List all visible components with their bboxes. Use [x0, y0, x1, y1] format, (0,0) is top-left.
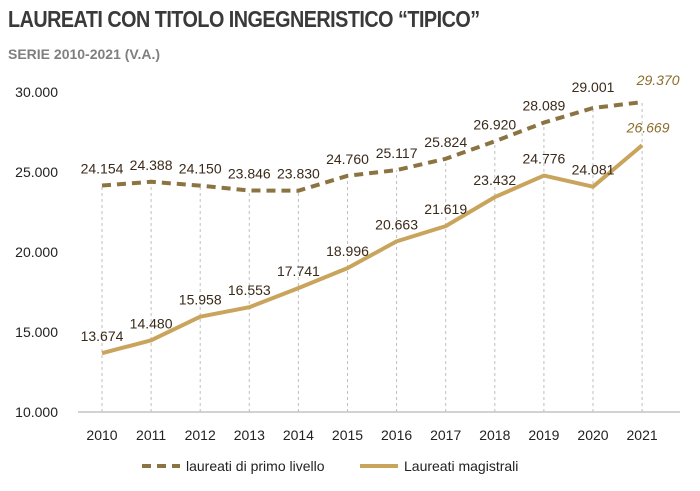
x-tick-label: 2020	[577, 427, 608, 443]
x-tick-label: 2015	[332, 427, 363, 443]
data-label-magistrali: 26.669	[626, 119, 670, 135]
data-label-primo-livello: 23.830	[277, 166, 320, 182]
chart-title: LAUREATI CON TITOLO INGEGNERISTICO “TIPI…	[8, 6, 480, 32]
x-tick-label: 2016	[381, 427, 412, 443]
y-tick-label: 30.000	[15, 84, 58, 100]
data-label-primo-livello: 24.154	[81, 161, 124, 177]
data-label-magistrali: 15.958	[179, 292, 222, 308]
chart-subtitle: SERIE 2010-2021 (V.A.)	[8, 46, 161, 62]
data-label-primo-livello: 26.920	[473, 116, 516, 132]
legend-label-primo-livello: laureati di primo livello	[186, 458, 325, 474]
data-label-magistrali: 16.553	[228, 282, 271, 298]
x-tick-label: 2019	[528, 427, 559, 443]
data-label-magistrali: 24.081	[572, 162, 615, 178]
data-label-primo-livello: 24.150	[179, 161, 222, 177]
data-label-magistrali: 14.480	[130, 315, 173, 331]
data-label-primo-livello: 25.824	[424, 134, 467, 150]
x-tick-label: 2011	[136, 427, 166, 443]
y-tick-label: 20.000	[15, 244, 58, 260]
data-label-primo-livello: 29.001	[572, 79, 615, 95]
y-tick-label: 25.000	[15, 164, 58, 180]
data-label-magistrali: 24.776	[522, 151, 565, 167]
x-tick-label: 2017	[430, 427, 461, 443]
data-label-primo-livello: 24.760	[326, 151, 369, 167]
x-tick-label: 2012	[185, 427, 216, 443]
x-tick-label: 2013	[234, 427, 265, 443]
data-label-primo-livello: 25.117	[376, 145, 418, 161]
x-tick-label: 2014	[283, 427, 314, 443]
y-tick-label: 10.000	[15, 404, 58, 420]
data-label-magistrali: 17.741	[277, 263, 320, 279]
data-label-magistrali: 18.996	[326, 243, 369, 259]
data-label-primo-livello: 28.089	[522, 98, 565, 114]
data-label-primo-livello: 29.370	[636, 72, 680, 88]
x-tick-label: 2010	[86, 427, 117, 443]
legend-label-magistrali: Laureati magistrali	[404, 458, 518, 474]
data-label-magistrali: 13.674	[81, 328, 124, 344]
data-label-primo-livello: 23.846	[228, 165, 271, 181]
data-label-primo-livello: 24.388	[130, 157, 173, 173]
series-line-magistrali	[101, 143, 644, 356]
data-label-magistrali: 20.663	[375, 216, 418, 232]
series-line-primo-livello	[101, 100, 643, 193]
data-label-magistrali: 23.432	[473, 172, 516, 188]
y-tick-label: 15.000	[15, 324, 58, 340]
x-tick-label: 2018	[479, 427, 510, 443]
x-tick-label: 2021	[627, 427, 658, 443]
data-label-magistrali: 21.619	[424, 201, 467, 217]
